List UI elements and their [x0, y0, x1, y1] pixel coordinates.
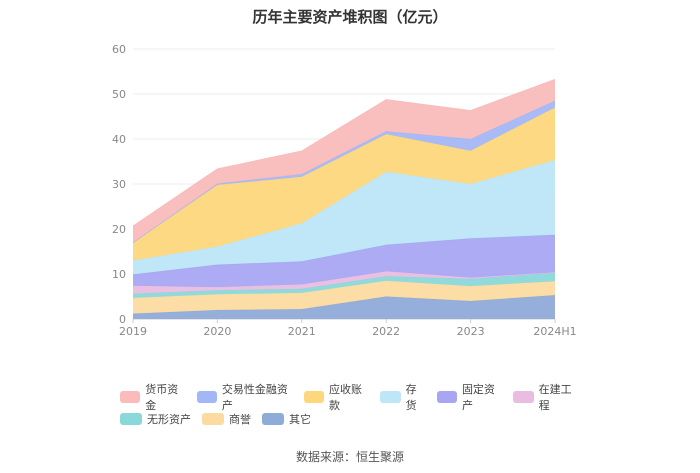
legend-label: 交易性金融资产 [221, 383, 288, 412]
legend-item[interactable]: 存货 [380, 381, 425, 413]
y-tick-label: 60 [112, 43, 126, 56]
area-series-edge [132, 79, 556, 227]
legend-swatch [303, 391, 324, 403]
legend-item[interactable]: 商誉 [202, 411, 251, 427]
data-source-note: 数据来源：恒生聚源 [295, 450, 404, 464]
x-tick-label: 2022 [372, 325, 400, 338]
x-tick-label: 2021 [288, 325, 316, 338]
legend-label: 存货 [405, 383, 417, 412]
legend-label: 在建工程 [538, 383, 572, 412]
area-series-货币资金[interactable] [133, 79, 555, 243]
area-series-无形资产[interactable] [133, 272, 555, 298]
legend-swatch [436, 391, 457, 403]
legend-label: 无形资产 [147, 413, 191, 426]
area-series-存货[interactable] [133, 160, 555, 275]
area-series-商誉[interactable] [133, 280, 555, 314]
legend-label: 其它 [289, 413, 311, 426]
y-tick-label: 40 [112, 133, 126, 146]
legend-swatch [262, 413, 284, 425]
y-tick-label: 30 [112, 178, 126, 191]
chart-title: 历年主要资产堆积图（亿元） [252, 8, 448, 26]
area-series-其它[interactable] [133, 295, 555, 319]
legend-item[interactable]: 在建工程 [513, 381, 579, 413]
legend-swatch [120, 413, 142, 425]
y-tick-label: 0 [119, 313, 126, 326]
y-tick-label: 20 [112, 223, 126, 236]
legend-swatch [513, 391, 534, 403]
legend-swatch [380, 391, 401, 403]
area-series-应收账款[interactable] [133, 107, 555, 261]
chart-legend: 货币资金 交易性金融资产 应收账款 存货 固定资产 在建工程 无形资产 商誉 其它 [120, 383, 590, 430]
legend-item[interactable]: 货币资金 [120, 381, 186, 413]
x-tick-label: 2020 [203, 325, 231, 338]
x-tick-label: 2024H1 [533, 325, 576, 338]
area-series-在建工程[interactable] [133, 271, 555, 294]
legend-label: 应收账款 [329, 383, 362, 412]
x-tick-label: 2023 [457, 325, 485, 338]
legend-item[interactable]: 应收账款 [303, 381, 370, 413]
area-series-固定资产[interactable] [133, 234, 555, 288]
legend-swatch [120, 391, 141, 403]
legend-item[interactable]: 固定资产 [436, 381, 503, 413]
legend-item[interactable]: 交易性金融资产 [196, 381, 293, 413]
y-tick-label: 10 [112, 268, 126, 281]
legend-swatch [196, 391, 217, 403]
legend-item[interactable]: 其它 [262, 411, 311, 427]
legend-item[interactable]: 无形资产 [120, 411, 191, 427]
y-tick-label: 50 [112, 88, 126, 101]
legend-label: 商誉 [229, 413, 251, 426]
legend-swatch [202, 413, 224, 425]
legend-label: 货币资金 [145, 383, 179, 412]
legend-label: 固定资产 [461, 383, 495, 412]
x-tick-label: 2019 [119, 325, 147, 338]
